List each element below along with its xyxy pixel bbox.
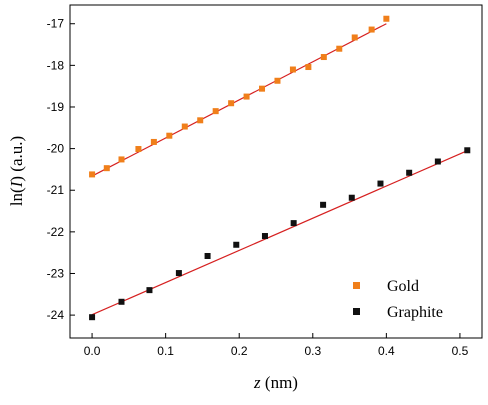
legend-marker-graphite: [353, 308, 360, 315]
x-tick-label: 0.5: [452, 344, 469, 358]
x-axis-title: z (nm): [253, 373, 298, 392]
data-point-graphite: [464, 147, 471, 154]
data-point-gold: [118, 156, 125, 163]
data-point-graphite: [406, 169, 413, 176]
data-point-gold: [89, 171, 96, 178]
data-point-gold: [305, 64, 312, 71]
fit-line-graphite: [91, 150, 468, 316]
data-point-gold: [197, 117, 204, 124]
y-tick-label: -20: [47, 142, 65, 156]
legend-marker-gold: [353, 282, 360, 289]
data-point-gold: [336, 45, 343, 52]
y-tick-label: -17: [47, 17, 65, 31]
data-point-graphite: [89, 314, 96, 321]
data-point-gold: [289, 66, 296, 73]
data-point-gold: [351, 34, 358, 41]
data-point-graphite: [118, 298, 125, 305]
data-point-graphite: [175, 270, 182, 277]
legend: Gold Graphite: [353, 278, 443, 321]
data-point-gold: [259, 85, 266, 92]
data-point-graphite: [434, 158, 441, 165]
data-point-graphite: [146, 287, 153, 294]
y-axis-title: ln(I) (a.u.): [7, 136, 26, 206]
y-tick-label: -19: [47, 100, 65, 114]
data-point-graphite: [290, 220, 297, 227]
plot-frame: [69, 4, 483, 339]
data-point-gold: [150, 138, 157, 145]
y-axis-title-prefix: ln(: [7, 187, 26, 206]
x-axis-title-variable: z: [253, 373, 261, 392]
data-point-graphite: [348, 194, 355, 201]
y-axis-title-variable: I: [7, 180, 26, 188]
legend-label-gold: Gold: [387, 278, 419, 295]
data-point-gold: [212, 108, 219, 115]
y-tick-label: -23: [47, 266, 65, 280]
data-point-gold: [383, 15, 390, 22]
data-point-gold: [274, 77, 281, 84]
x-tick-label: 0.2: [231, 344, 248, 358]
data-point-gold: [368, 26, 375, 33]
fit-lines: [91, 23, 468, 316]
data-points: [89, 15, 471, 321]
y-tick-label: -22: [47, 225, 65, 239]
data-point-graphite: [261, 233, 268, 240]
y-tick-label: -24: [47, 308, 65, 322]
legend-label-graphite: Graphite: [387, 304, 443, 321]
x-tick-label: 0.4: [378, 344, 395, 358]
y-axis-title-suffix: ) (a.u.): [7, 136, 26, 182]
x-tick-label: 0.1: [157, 344, 174, 358]
data-point-graphite: [204, 252, 211, 259]
x-tick-label: 0.0: [84, 344, 101, 358]
y-tick-label: -21: [47, 183, 65, 197]
data-point-gold: [135, 146, 142, 153]
y-tick-label: -18: [47, 58, 65, 72]
data-point-gold: [181, 123, 188, 130]
data-point-graphite: [233, 241, 240, 248]
ticks-layer: 0.0 0.1 0.2 0.3 0.4 0.5 -24 -23 -22 -21 -20 -19 -18 -…: [47, 17, 469, 358]
data-point-graphite: [377, 180, 384, 187]
data-point-gold: [166, 132, 173, 139]
data-point-gold: [103, 165, 110, 172]
data-point-gold: [243, 93, 250, 100]
data-point-graphite: [320, 201, 327, 208]
x-axis-title-unit: (nm): [261, 373, 298, 392]
data-point-gold: [228, 100, 235, 107]
data-point-gold: [320, 54, 327, 61]
x-tick-label: 0.3: [304, 344, 321, 358]
